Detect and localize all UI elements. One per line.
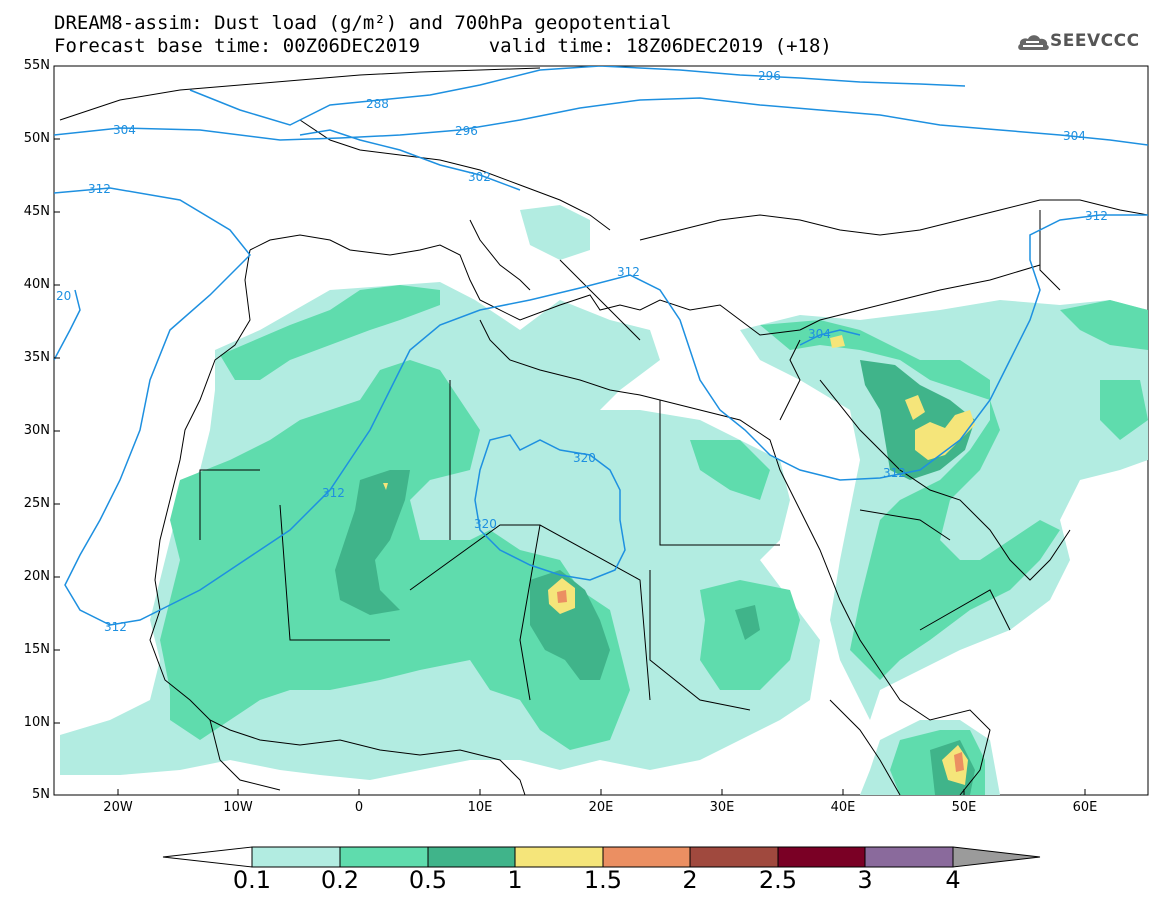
colorbar-segment bbox=[427, 846, 516, 868]
title-line-2: Forecast base time: 00Z06DEC2019 valid t… bbox=[54, 35, 832, 57]
dust-level-5 bbox=[557, 590, 964, 772]
contour-label: 320 bbox=[573, 451, 596, 465]
colorbar-segment bbox=[777, 846, 866, 868]
geopotential-contours bbox=[54, 66, 1148, 626]
contour-label: 296 bbox=[455, 124, 478, 138]
lat-label: 40N bbox=[23, 277, 50, 292]
colorbar-segment bbox=[251, 846, 341, 868]
contour-label: 304 bbox=[1063, 129, 1086, 143]
colorbar-label: 2.5 bbox=[758, 866, 798, 894]
colorbar-label: 3 bbox=[857, 866, 873, 894]
colorbar bbox=[162, 846, 1041, 868]
contour-label: 312 bbox=[883, 466, 906, 480]
lat-label: 5N bbox=[32, 787, 50, 802]
lat-label: 50N bbox=[23, 131, 50, 146]
contour-label: 304 bbox=[113, 123, 136, 137]
contour-label: 320 bbox=[474, 517, 497, 531]
colorbar-label: 0.5 bbox=[408, 866, 448, 894]
colorbar-label: 1 bbox=[507, 866, 523, 894]
lon-label: 20E bbox=[588, 800, 614, 815]
colorbar-label: 2 bbox=[682, 866, 698, 894]
lat-label: 15N bbox=[23, 642, 50, 657]
lat-label: 55N bbox=[23, 58, 50, 73]
colorbar-label: 0.1 bbox=[232, 866, 272, 894]
colorbar-segment bbox=[864, 846, 954, 868]
contour-label: 312 bbox=[322, 486, 345, 500]
lon-label: 50E bbox=[951, 800, 977, 815]
colorbar-segment bbox=[514, 846, 604, 868]
colorbar-segment bbox=[602, 846, 691, 868]
colorbar-low-arrow bbox=[162, 846, 253, 868]
lat-label: 30N bbox=[23, 423, 50, 438]
lon-label: 0 bbox=[354, 800, 364, 815]
contour-label: 312 bbox=[88, 182, 111, 196]
lat-label: 25N bbox=[23, 496, 50, 511]
cloud-icon bbox=[1018, 35, 1049, 50]
colorbar-high-arrow bbox=[952, 846, 1041, 868]
lon-label: 60E bbox=[1072, 800, 1098, 815]
contour-label: 302 bbox=[468, 170, 491, 184]
contour-label: 312 bbox=[1085, 209, 1108, 223]
lon-label: 10E bbox=[467, 800, 493, 815]
coastlines bbox=[59, 67, 1148, 795]
contour-label: 312 bbox=[617, 265, 640, 279]
lon-label: 30E bbox=[709, 800, 735, 815]
lon-label: 10W bbox=[223, 800, 253, 815]
lon-label: 20W bbox=[103, 800, 133, 815]
contour-label: 20 bbox=[56, 289, 71, 303]
colorbar-label: 4 bbox=[945, 866, 961, 894]
lat-label: 10N bbox=[23, 715, 50, 730]
axis-ticks bbox=[54, 65, 1086, 796]
lon-label: 40E bbox=[830, 800, 856, 815]
colorbar-label: 1.5 bbox=[583, 866, 623, 894]
contour-label: 312 bbox=[104, 620, 127, 634]
lat-label: 20N bbox=[23, 569, 50, 584]
valid-time: valid time: 18Z06DEC2019 (+18) bbox=[488, 35, 832, 57]
colorbar-segment bbox=[689, 846, 779, 868]
lat-label: 35N bbox=[23, 350, 50, 365]
forecast-base-time: Forecast base time: 00Z06DEC2019 bbox=[54, 35, 421, 57]
lat-label: 45N bbox=[23, 204, 50, 219]
colorbar-segment bbox=[339, 846, 429, 868]
contour-label: 304 bbox=[808, 327, 831, 341]
contour-label: 288 bbox=[366, 97, 389, 111]
logo-text: SEEVCCC bbox=[1050, 31, 1140, 51]
colorbar-label: 0.2 bbox=[320, 866, 360, 894]
title-line-1: DREAM8-assim: Dust load (g/m²) and 700hP… bbox=[54, 12, 672, 34]
contour-labels: 296 288 296 304 304 312 302 312 20 312 3… bbox=[56, 69, 1108, 634]
contour-label: 296 bbox=[758, 69, 781, 83]
